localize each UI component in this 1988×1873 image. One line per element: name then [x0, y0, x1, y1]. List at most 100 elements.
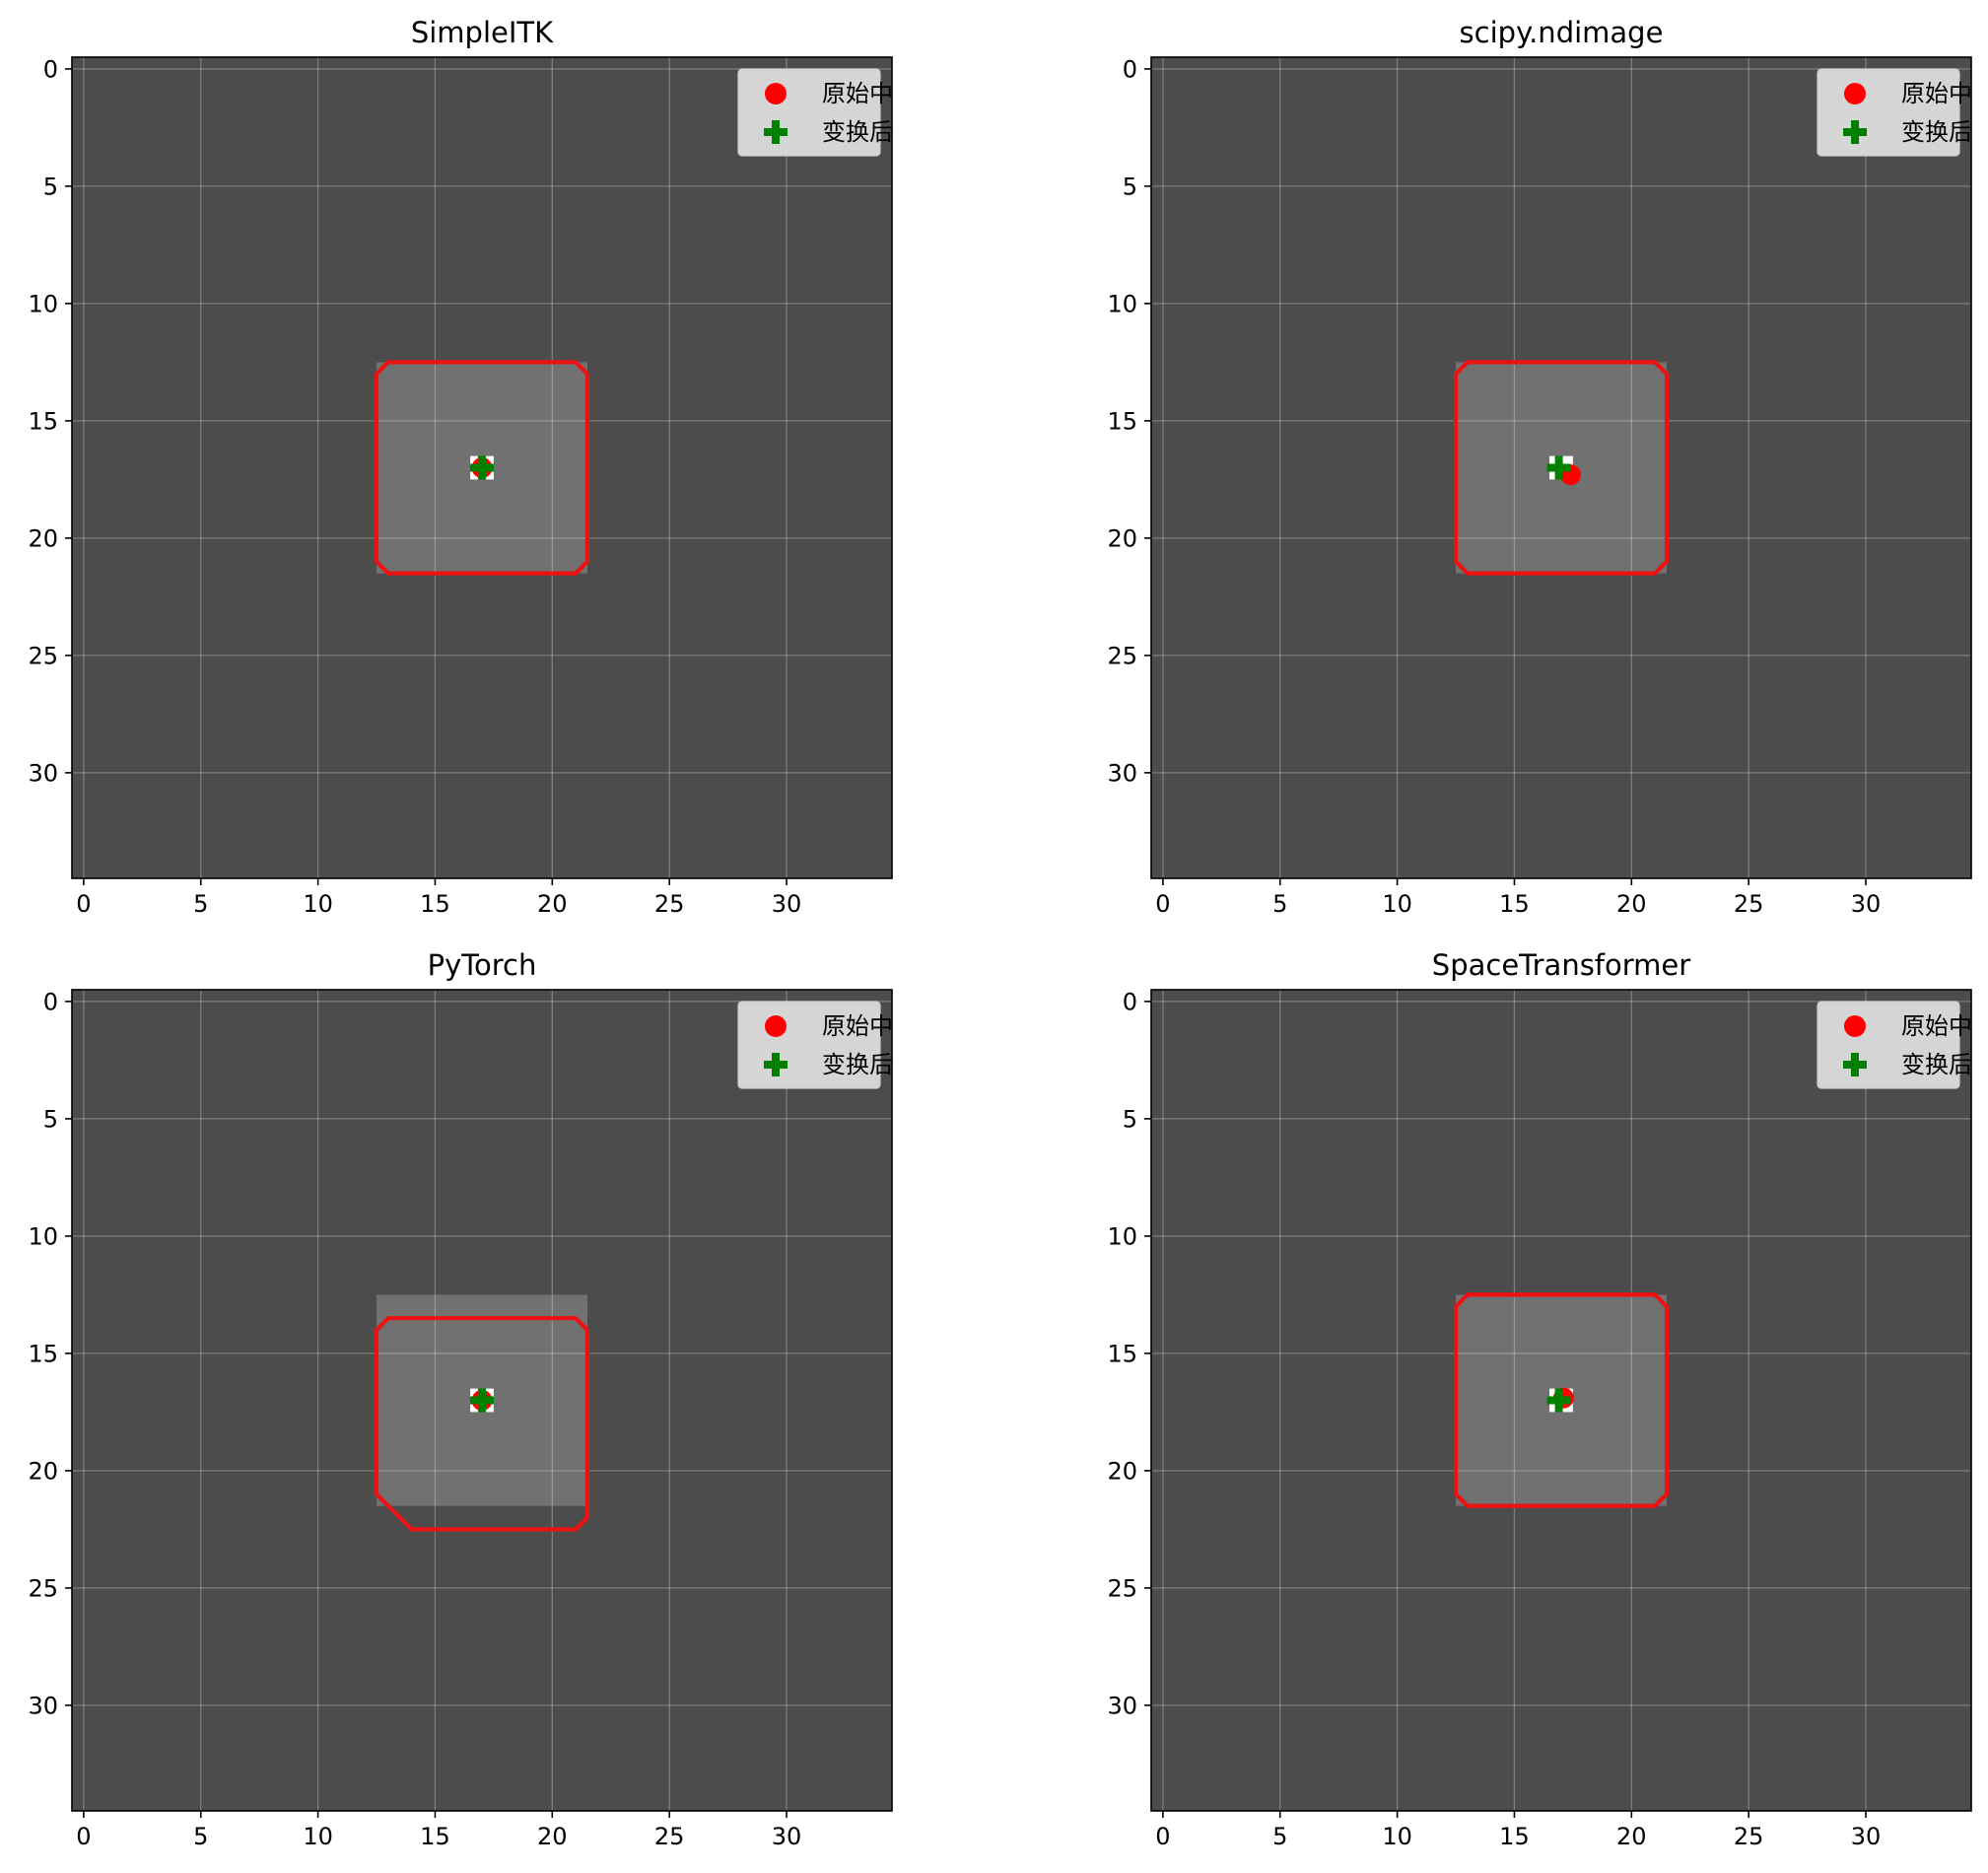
- x-tick-label: 25: [654, 1823, 685, 1850]
- axes-content: [72, 57, 892, 878]
- y-tick-label: 20: [1107, 1457, 1137, 1485]
- chart-title: PyTorch: [428, 948, 537, 982]
- mask-contour: [1453, 1292, 1670, 1508]
- legend-label: 变换后: [1901, 118, 1972, 146]
- y-tick-label: 25: [1107, 642, 1137, 669]
- y-tick-label: 5: [43, 173, 58, 200]
- y-tick-label: 30: [1107, 759, 1137, 787]
- axes-content: [72, 990, 892, 1811]
- legend-label: 变换后: [822, 1051, 893, 1078]
- x-tick-label: 30: [1851, 1823, 1882, 1850]
- legend-red-circle-icon: [765, 83, 787, 104]
- chart-title: scipy.ndimage: [1460, 16, 1664, 49]
- x-tick-label: 5: [193, 1823, 208, 1850]
- y-tick-label: 30: [28, 1692, 58, 1719]
- transformed-center-marker: [1546, 455, 1571, 480]
- legend-red-circle-icon: [1844, 1015, 1866, 1037]
- transformed-center-marker: [470, 455, 494, 480]
- y-tick-label: 25: [1107, 1574, 1137, 1602]
- y-tick-label: 10: [1107, 290, 1137, 317]
- x-tick-label: 10: [1382, 1823, 1412, 1850]
- x-tick-label: 0: [1155, 890, 1170, 918]
- legend-label: 原始中: [822, 80, 893, 107]
- y-tick-label: 0: [1123, 55, 1137, 83]
- y-tick-label: 15: [28, 407, 58, 435]
- chart-panel: 0 5 10 15 20 25 30 0 5 10 15 20 25 30 SpaceTransformer…: [1107, 948, 1972, 1850]
- axes-content: [1151, 990, 1971, 1811]
- x-tick-label: 15: [420, 890, 450, 918]
- x-tick-label: 10: [1382, 890, 1412, 918]
- x-tick-label: 5: [1272, 890, 1287, 918]
- x-tick-label: 20: [537, 890, 568, 918]
- transformed-center-marker: [1546, 1388, 1571, 1413]
- x-tick-label: 25: [1734, 1823, 1764, 1850]
- legend-label: 变换后: [1901, 1051, 1972, 1078]
- y-tick-label: 20: [28, 524, 58, 552]
- y-tick-label: 10: [1107, 1222, 1137, 1250]
- axes-frame: [1150, 56, 1972, 879]
- chart-title: SimpleITK: [411, 16, 554, 49]
- x-tick-label: 15: [420, 1823, 450, 1850]
- axes-frame: [1150, 989, 1972, 1812]
- y-tick-label: 0: [1123, 988, 1137, 1015]
- x-tick-label: 30: [1851, 890, 1882, 918]
- legend-green-plus-icon: [764, 1053, 788, 1076]
- x-tick-label: 0: [76, 1823, 91, 1850]
- x-tick-label: 0: [1155, 1823, 1170, 1850]
- y-tick-label: 15: [28, 1340, 58, 1367]
- y-tick-label: 5: [1123, 1105, 1137, 1133]
- legend-label: 原始中: [1901, 1012, 1972, 1040]
- axes-content: [1151, 57, 1971, 878]
- x-tick-label: 15: [1499, 1823, 1530, 1850]
- axes-frame: [71, 56, 893, 879]
- x-tick-label: 0: [76, 890, 91, 918]
- y-tick-label: 10: [28, 290, 58, 317]
- x-tick-label: 5: [1272, 1823, 1287, 1850]
- y-tick-label: 0: [43, 988, 58, 1015]
- y-tick-label: 15: [1107, 1340, 1137, 1367]
- y-tick-label: 5: [43, 1105, 58, 1133]
- x-tick-label: 10: [303, 890, 333, 918]
- x-tick-label: 20: [1616, 1823, 1647, 1850]
- y-tick-label: 30: [28, 759, 58, 787]
- legend-green-plus-icon: [1843, 120, 1867, 144]
- mask-contour: [374, 1316, 590, 1532]
- y-tick-label: 20: [1107, 524, 1137, 552]
- y-tick-label: 5: [1123, 173, 1137, 200]
- x-tick-label: 25: [1734, 890, 1764, 918]
- y-tick-label: 10: [28, 1222, 58, 1250]
- legend-green-plus-icon: [1843, 1053, 1867, 1076]
- x-tick-label: 20: [1616, 890, 1647, 918]
- transformed-center-marker: [470, 1388, 494, 1413]
- legend-label: 原始中: [822, 1012, 893, 1040]
- x-tick-label: 15: [1499, 890, 1530, 918]
- x-tick-label: 20: [537, 1823, 568, 1850]
- legend-red-circle-icon: [765, 1015, 787, 1037]
- x-tick-label: 5: [193, 890, 208, 918]
- x-tick-label: 25: [654, 890, 685, 918]
- legend-label: 变换后: [822, 118, 893, 146]
- axes-frame: [71, 989, 893, 1812]
- legend-red-circle-icon: [1844, 83, 1866, 104]
- mask-contour: [374, 360, 590, 576]
- x-tick-label: 30: [772, 890, 802, 918]
- y-tick-label: 30: [1107, 1692, 1137, 1719]
- x-tick-label: 10: [303, 1823, 333, 1850]
- chart-panel: 0 5 10 15 20 25 30 0 5 10 15 20 25 30 scipy.ndimage 原始中…: [1107, 16, 1972, 918]
- y-tick-label: 20: [28, 1457, 58, 1485]
- mask-contour: [1453, 360, 1670, 576]
- y-tick-label: 0: [43, 55, 58, 83]
- legend-green-plus-icon: [764, 120, 788, 144]
- y-tick-label: 25: [28, 642, 58, 669]
- legend-label: 原始中: [1901, 80, 1972, 107]
- x-tick-label: 30: [772, 1823, 802, 1850]
- y-tick-label: 25: [28, 1574, 58, 1602]
- y-tick-label: 15: [1107, 407, 1137, 435]
